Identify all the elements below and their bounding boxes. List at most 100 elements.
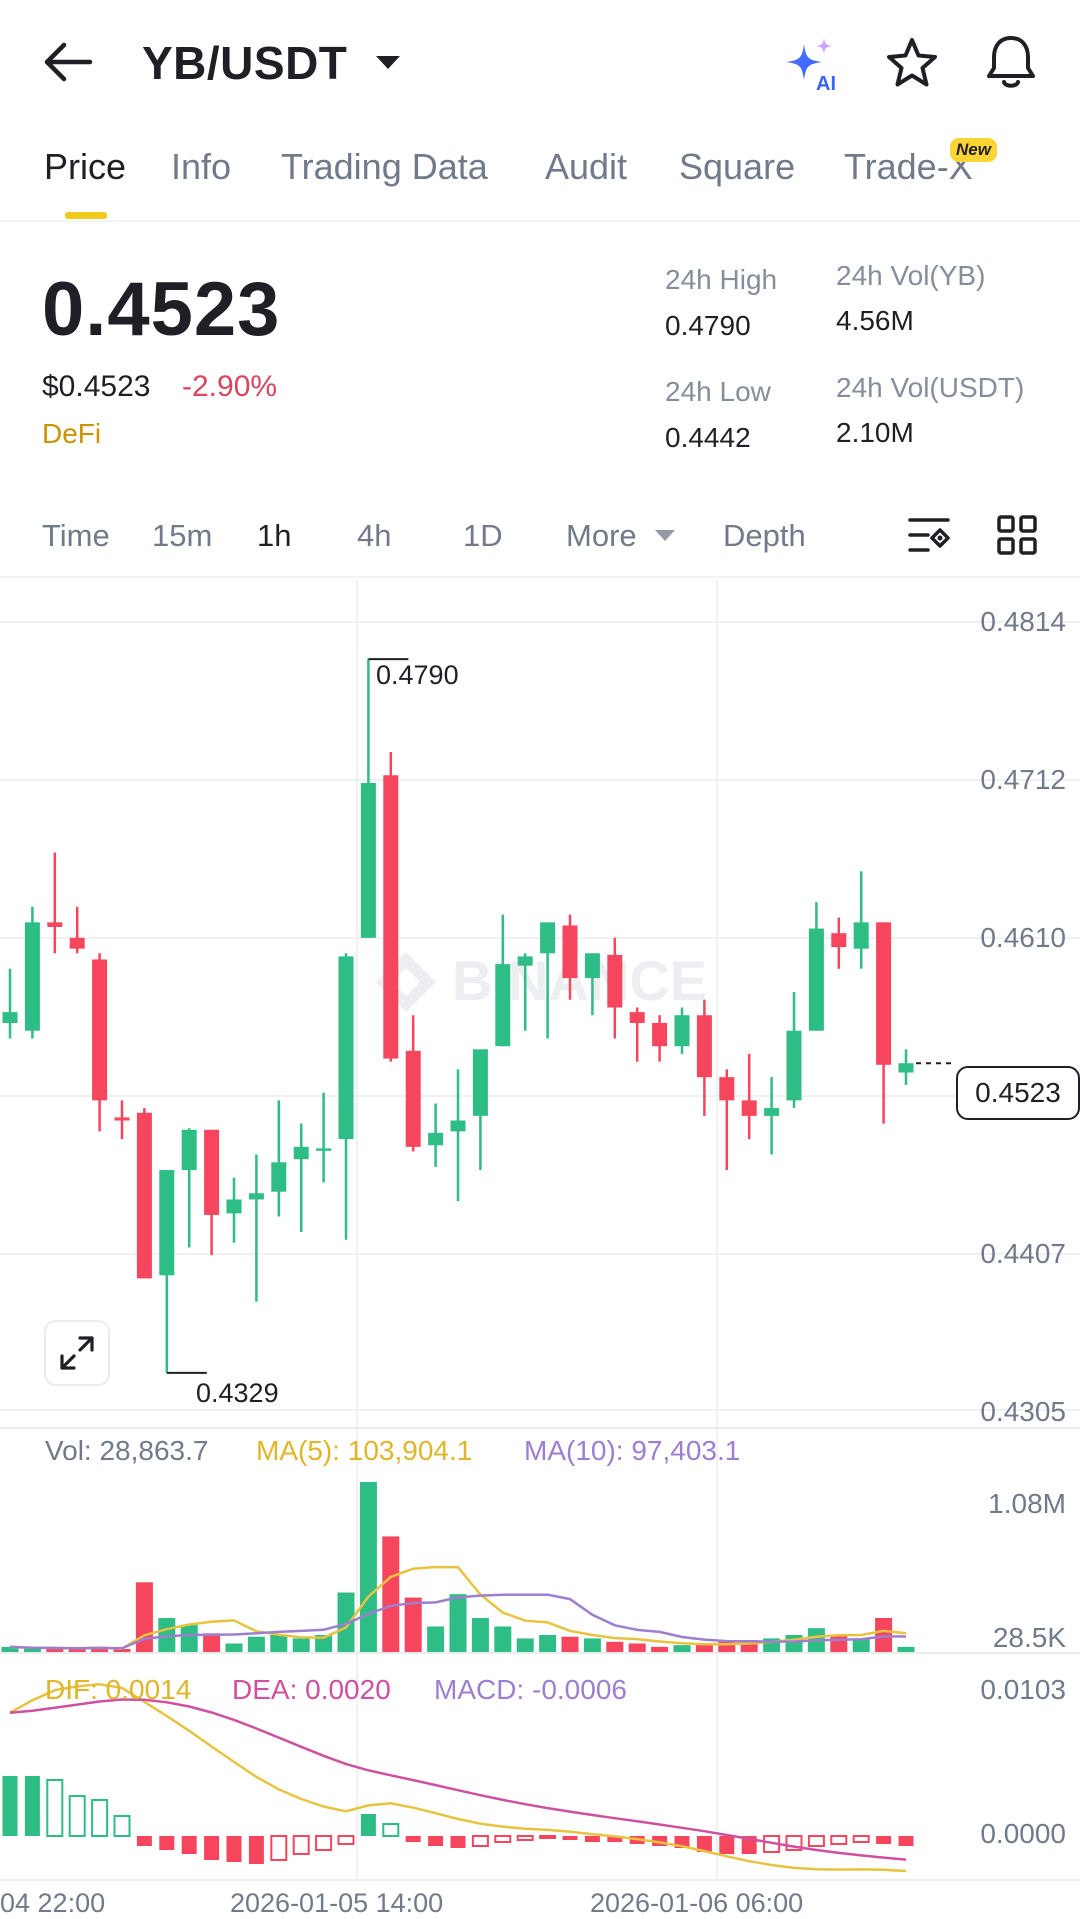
- macd-bar: [270, 1835, 288, 1861]
- interval-1d[interactable]: 1D: [463, 518, 503, 553]
- interval-time[interactable]: Time: [42, 518, 110, 553]
- volume-bar: [561, 1636, 579, 1652]
- back-arrow-icon[interactable]: [40, 38, 96, 86]
- candle-body: [383, 775, 399, 1059]
- volume-bar: [91, 1646, 109, 1652]
- interval-15m[interactable]: 15m: [152, 518, 213, 553]
- candle-body: [562, 925, 578, 979]
- volume-bar: [337, 1592, 355, 1652]
- macd-bar: [830, 1835, 848, 1845]
- candle-body: [741, 1100, 757, 1116]
- fullscreen-button[interactable]: [44, 1320, 110, 1386]
- volume-bar: [651, 1646, 669, 1652]
- interval-1h[interactable]: 1h: [257, 518, 292, 553]
- tab-square[interactable]: Square: [679, 146, 796, 187]
- macd-bar: [428, 1836, 444, 1846]
- low-label: 24h Low: [665, 376, 771, 407]
- indicator-settings-icon[interactable]: [906, 512, 952, 558]
- pair-selector[interactable]: YB/USDT: [142, 37, 348, 89]
- volume-legend: Vol: 28,863.7: [45, 1435, 209, 1466]
- candle-body: [248, 1193, 264, 1200]
- macd-bar: [696, 1836, 712, 1852]
- macd-lines: [9, 1683, 907, 1873]
- volume-bar: [427, 1626, 445, 1652]
- macd-bar: [852, 1835, 870, 1843]
- volume-bars: [1, 1482, 915, 1652]
- macd-histogram: [2, 1776, 914, 1864]
- macd-bar: [450, 1836, 466, 1848]
- expand-icon: [60, 1336, 94, 1370]
- macd-bar: [226, 1836, 242, 1862]
- macd-bar: [24, 1776, 40, 1836]
- candle-body: [181, 1129, 197, 1171]
- volume-bar: [875, 1618, 893, 1652]
- usd-price: $0.4523: [42, 370, 151, 403]
- more-chevron-icon[interactable]: [655, 530, 675, 541]
- candle-body: [204, 1129, 220, 1215]
- candle-body: [517, 956, 533, 966]
- price-axis-label: 0.4814: [980, 606, 1066, 637]
- tab-trading-data[interactable]: Trading Data: [281, 146, 488, 187]
- depth-tab[interactable]: Depth: [723, 518, 806, 553]
- chevron-down-icon[interactable]: [376, 56, 400, 69]
- volume-bar: [471, 1618, 489, 1652]
- candle-body: [584, 953, 600, 979]
- candle-body: [674, 1015, 690, 1047]
- dea-line: [9, 1698, 907, 1861]
- candle-body: [472, 1049, 488, 1116]
- interval-more[interactable]: More: [566, 518, 637, 553]
- volume-bar: [695, 1643, 713, 1652]
- candle-body: [696, 1015, 712, 1078]
- volume-bar: [23, 1648, 41, 1652]
- candle-body: [831, 933, 847, 948]
- candle-body: [652, 1022, 668, 1047]
- candle-body: [338, 956, 354, 1140]
- macd-bar: [539, 1835, 557, 1839]
- volume-bar: [628, 1643, 646, 1652]
- candle-body: [450, 1120, 466, 1132]
- volume-bar: [673, 1645, 691, 1652]
- ai-sparkle-icon[interactable]: AI: [782, 34, 842, 94]
- volume-bar: [494, 1626, 512, 1652]
- tab-audit[interactable]: Audit: [545, 146, 628, 187]
- candle-body: [876, 922, 892, 1065]
- volume-bar: [382, 1536, 400, 1652]
- candle-body: [271, 1162, 287, 1192]
- macd-bar: [516, 1835, 534, 1841]
- macd-bar: [652, 1836, 668, 1846]
- candle-body: [69, 937, 85, 949]
- dif-line: [9, 1683, 907, 1873]
- category-tag[interactable]: DeFi: [42, 418, 102, 449]
- layout-grid-icon[interactable]: [996, 514, 1038, 556]
- candle-body: [719, 1077, 735, 1101]
- tab-info[interactable]: Info: [171, 146, 232, 187]
- candlestick-chart[interactable]: BINANCE: [0, 578, 1080, 1913]
- macd-bar: [584, 1836, 600, 1842]
- star-icon[interactable]: [884, 36, 940, 90]
- controls-divider: [0, 576, 1080, 578]
- macd-bar: [607, 1836, 623, 1842]
- interval-4h[interactable]: 4h: [357, 518, 392, 553]
- macd-bar: [360, 1814, 376, 1836]
- bell-icon[interactable]: [982, 32, 1040, 92]
- macd-bar: [471, 1835, 489, 1847]
- watermark: BINANCE: [376, 949, 707, 1012]
- volume-bar: [270, 1635, 288, 1652]
- candle-body: [808, 928, 824, 1031]
- candle-body: [898, 1063, 914, 1073]
- macd-bar: [68, 1795, 86, 1837]
- volume-axis-top: 1.08M: [988, 1488, 1066, 1519]
- macd-bar: [337, 1835, 355, 1845]
- volume-bar: [740, 1640, 758, 1652]
- volume-bar: [897, 1646, 915, 1652]
- candle-body: [92, 959, 108, 1101]
- price-axis-label: 0.4610: [980, 922, 1066, 953]
- macd-bar: [562, 1836, 578, 1840]
- candle-body: [495, 964, 511, 1047]
- volume-bar: [113, 1649, 131, 1652]
- volume-bar: [516, 1638, 534, 1652]
- dif-legend: DIF: 0.0014: [45, 1674, 192, 1705]
- candle-body: [24, 922, 40, 1031]
- tab-price[interactable]: Price: [44, 146, 127, 187]
- candle-body: [360, 783, 376, 938]
